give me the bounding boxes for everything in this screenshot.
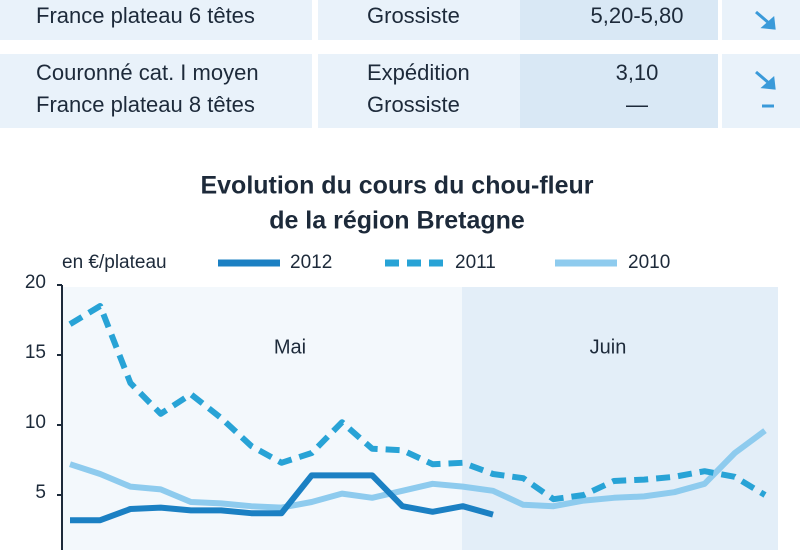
price: 5,20-5,80 [591, 3, 684, 28]
column-separator [718, 0, 722, 128]
chart-title: Evolution du cours du chou-fleur [200, 172, 593, 200]
product: Couronné cat. I moyen [36, 60, 259, 85]
y-axis-label: en €/plateau [62, 252, 167, 273]
table-bottom [0, 128, 800, 150]
y-tick-label: 10 [25, 412, 46, 433]
y-tick-label: 5 [35, 482, 46, 503]
column-separator [312, 0, 318, 128]
series-line [68, 303, 767, 503]
month-band [462, 287, 778, 550]
stage: Grossiste [367, 92, 460, 117]
product: France plateau 6 têtes [36, 3, 255, 28]
month-label: Mai [274, 336, 306, 358]
stage: Grossiste [367, 3, 460, 28]
series-line [70, 472, 494, 524]
row-separator [0, 40, 800, 54]
legend-label: 2010 [628, 252, 670, 273]
price: — [626, 92, 648, 117]
month-label: Juin [590, 336, 627, 358]
price: 3,10 [616, 60, 659, 85]
chart-title: de la région Bretagne [269, 207, 525, 235]
y-tick-label: 20 [25, 272, 46, 293]
legend-label: 2012 [290, 252, 332, 273]
y-tick-label: 15 [25, 342, 46, 363]
trend-icons [755, 10, 776, 108]
price-column [520, 0, 720, 150]
stage: Expédition [367, 60, 470, 85]
series-line [69, 428, 767, 511]
legend-label: 2011 [455, 252, 496, 273]
product: France plateau 8 têtes [36, 92, 255, 117]
